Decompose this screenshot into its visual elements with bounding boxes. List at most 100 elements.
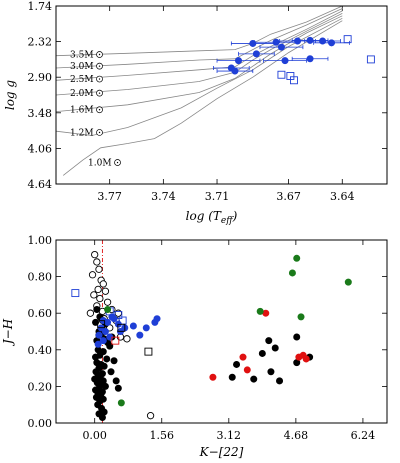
mass-label: 2.5M	[70, 75, 94, 85]
data-point	[293, 333, 301, 341]
data-point	[86, 309, 95, 317]
y-axis-label: log g	[3, 80, 17, 111]
mass-label: 3.0M	[70, 62, 94, 72]
data-point	[271, 344, 279, 352]
data-point	[88, 271, 97, 279]
data-point	[99, 337, 107, 345]
y-tick-label: 1.74	[28, 0, 53, 13]
data-point	[344, 278, 352, 286]
data-point	[302, 355, 310, 363]
data-point	[107, 368, 115, 376]
data-point	[290, 76, 298, 85]
data-point	[153, 315, 161, 323]
sun-symbol-dot	[98, 65, 101, 67]
data-point	[93, 306, 101, 314]
y-tick-label: 4.06	[28, 142, 53, 155]
data-point	[343, 35, 352, 44]
x-tick-label: 3.64	[330, 190, 355, 203]
x-axis-label: K−[22]	[199, 445, 244, 459]
sun-symbol-dot	[98, 78, 101, 80]
x-axis-label-close: )	[232, 209, 238, 223]
data-point	[267, 368, 275, 376]
data-point	[276, 377, 284, 385]
data-point	[123, 335, 131, 343]
data-point	[114, 309, 122, 317]
plot-frame	[55, 5, 388, 185]
data-point	[297, 313, 305, 321]
x-axis-label: log (Teff)	[186, 209, 238, 226]
mass-label: 2.0M	[70, 89, 94, 99]
color-color-panel: 0.00 1.56 3.12 4.68 6.24 0.00 0.20 0.40 0.60 0.80…	[1, 234, 388, 459]
data-point	[91, 250, 99, 259]
data-point	[110, 357, 118, 365]
data-point	[99, 280, 107, 288]
data-point	[366, 55, 375, 64]
data-point	[228, 373, 236, 381]
sun-symbol-dot	[116, 161, 119, 164]
sun-symbol-dot	[98, 131, 101, 134]
data-point	[97, 320, 106, 329]
data-point	[288, 269, 296, 277]
data-point	[306, 36, 314, 44]
data-point	[233, 360, 241, 368]
x-tick-label: 6.24	[351, 429, 376, 442]
data-point	[117, 399, 125, 407]
sun-symbol-dot	[98, 53, 101, 56]
data-point	[281, 57, 289, 65]
x-tick-label: 0.00	[82, 429, 107, 442]
x-tick-label: 3.71	[205, 190, 230, 203]
data-point	[114, 311, 123, 319]
x-tick-label: 3.12	[217, 429, 242, 442]
data-point	[294, 37, 302, 45]
data-point	[129, 322, 137, 330]
x-tick-label: 4.68	[284, 429, 309, 442]
data-point	[209, 373, 217, 381]
data-point	[96, 294, 104, 303]
data-point	[94, 285, 102, 294]
data-point	[71, 289, 80, 298]
data-point	[265, 337, 273, 345]
sun-symbol-dot	[98, 109, 101, 111]
data-point	[101, 327, 109, 335]
data-point	[106, 342, 114, 350]
data-point	[103, 355, 111, 363]
y-tick-label: 3.48	[28, 107, 53, 120]
evolutionary-track	[62, 20, 343, 176]
data-point	[277, 43, 285, 51]
sun-symbol-dot	[98, 92, 101, 94]
plot-frame	[55, 239, 388, 424]
y-tick-label: 0.60	[28, 307, 53, 320]
evolutionary-track	[56, 15, 343, 112]
y-tick-label: 2.90	[28, 71, 53, 84]
data-point	[92, 318, 100, 326]
data-point	[144, 347, 153, 356]
y-tick-label: 4.64	[28, 178, 53, 191]
data-point	[98, 414, 106, 422]
y-tick-label: 2.32	[28, 36, 53, 49]
data-point	[142, 324, 150, 332]
data-point	[234, 57, 242, 65]
data-point	[136, 331, 144, 339]
data-point	[243, 366, 251, 374]
hr-diagram-panel: 3.77 3.74 3.71 3.67 3.64 1.74 2.32 2.90 3.48 4.06…	[3, 0, 388, 226]
mass-label: 1.0M	[88, 159, 112, 169]
data-point	[111, 336, 120, 345]
data-point	[252, 50, 260, 58]
x-tick-label: 3.74	[151, 190, 176, 203]
data-point	[250, 375, 258, 383]
data-point	[293, 254, 301, 262]
mass-label: 1.6M	[70, 106, 94, 116]
data-point	[306, 55, 314, 63]
x-axis-label-subscript: eff	[221, 216, 234, 226]
data-point	[272, 38, 280, 46]
data-point	[93, 258, 101, 266]
evolutionary-track	[56, 13, 343, 96]
x-tick-label: 3.67	[276, 190, 301, 203]
y-tick-label: 0.00	[28, 417, 53, 430]
data-point	[95, 331, 103, 339]
y-axis-label: J−H	[1, 318, 15, 347]
x-tick-label: 3.77	[97, 190, 122, 203]
mass-label: 3.5M	[70, 50, 94, 60]
data-point	[90, 291, 98, 299]
